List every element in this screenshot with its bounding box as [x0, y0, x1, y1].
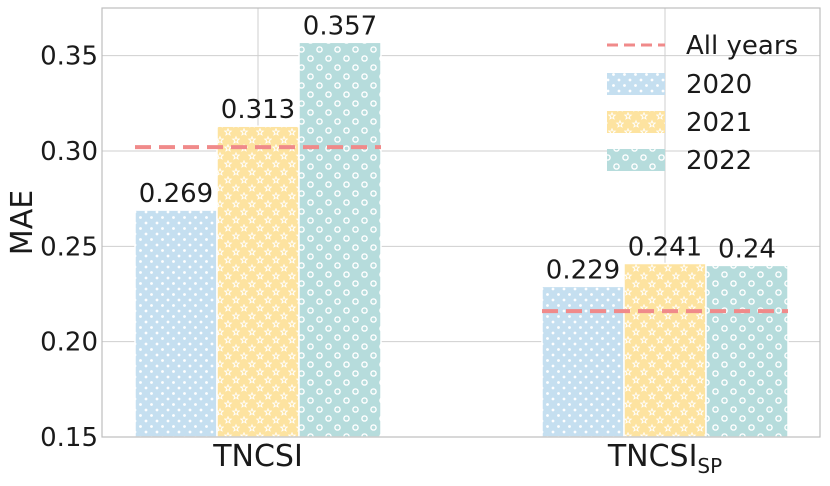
- x-category-label: TNCSI: [212, 439, 303, 474]
- x-category-label: TNCSISP: [607, 439, 722, 478]
- category-main-text: TNCSI: [212, 439, 303, 474]
- y-tick-label: 0.25: [40, 232, 98, 262]
- bar-value-label: 0.229: [546, 255, 620, 285]
- legend-label-2021: 2021: [686, 108, 752, 138]
- bar-value-label: 0.269: [139, 179, 213, 209]
- plot-frame: [101, 7, 821, 438]
- bar-2022: [705, 264, 789, 438]
- bar-value-label: 0.241: [628, 232, 702, 262]
- bar-2021: [623, 262, 707, 438]
- legend-label-2022: 2022: [686, 146, 752, 176]
- y-axis-title: MAE: [5, 190, 40, 255]
- y-tick-label: 0.35: [40, 42, 98, 72]
- bar-value-label: 0.313: [221, 95, 295, 125]
- legend-label-2020: 2020: [686, 70, 752, 100]
- bar-value-label: 0.357: [303, 11, 377, 41]
- bar-2022: [298, 41, 382, 438]
- y-tick-label: 0.30: [40, 137, 98, 167]
- legend-label-all-years: All years: [686, 31, 798, 61]
- category-subscript-text: SP: [697, 454, 722, 478]
- legend-swatch-2021: [607, 111, 665, 133]
- bar-value-label: 0.24: [718, 234, 776, 264]
- category-main-text: TNCSI: [607, 439, 698, 474]
- legend-swatch-2022: [607, 149, 665, 171]
- y-tick-label: 0.20: [40, 328, 98, 358]
- bar-2020: [134, 209, 218, 438]
- bar-2021: [216, 125, 300, 438]
- y-tick-label: 0.15: [40, 423, 98, 453]
- bar-2020: [541, 285, 625, 438]
- legend-swatch-2020: [607, 73, 665, 95]
